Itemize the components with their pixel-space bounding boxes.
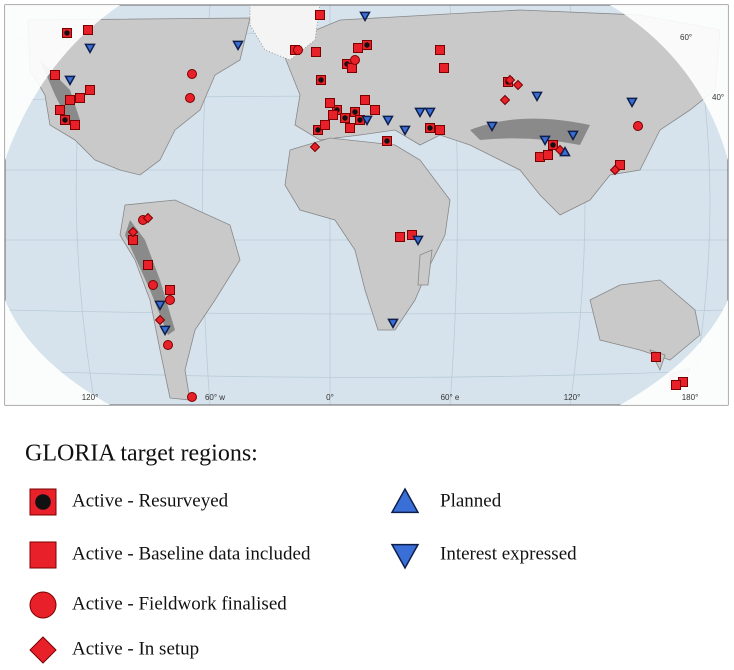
site-marker	[143, 260, 153, 270]
site-marker	[315, 127, 321, 133]
site-marker	[309, 141, 321, 153]
site-marker	[353, 43, 363, 53]
legend-symbol	[390, 487, 420, 514]
site-marker	[352, 109, 358, 115]
site-marker	[187, 392, 197, 402]
site-marker	[55, 105, 65, 115]
site-marker	[615, 160, 625, 170]
site-marker	[127, 226, 139, 238]
site-marker	[361, 115, 373, 127]
site-marker	[387, 318, 399, 330]
grid-label: 60°	[680, 33, 692, 42]
site-marker	[370, 105, 380, 115]
site-marker	[412, 235, 424, 247]
grid-label: 180°	[682, 393, 699, 402]
site-marker	[311, 47, 321, 57]
legend-symbol	[29, 541, 57, 569]
site-marker	[154, 300, 166, 312]
site-marker	[435, 45, 445, 55]
site-markers	[50, 10, 688, 402]
legend-label: Active - Resurveyed	[72, 490, 229, 511]
legend-label: Planned	[440, 490, 502, 511]
grid-label: 120°	[82, 393, 99, 402]
site-marker	[395, 232, 405, 242]
site-marker	[163, 340, 173, 350]
site-marker	[559, 145, 571, 157]
grid-label: 0°	[326, 393, 334, 402]
site-marker	[315, 10, 325, 20]
site-marker	[293, 45, 303, 55]
site-marker	[320, 120, 330, 130]
site-marker	[165, 295, 175, 305]
world-map	[5, 5, 728, 405]
site-marker	[407, 230, 417, 240]
site-marker	[62, 117, 68, 123]
legend-label: Active - Fieldwork finalised	[72, 593, 287, 614]
site-marker	[165, 285, 175, 295]
site-marker	[609, 164, 621, 176]
site-marker	[345, 123, 355, 133]
site-marker	[65, 95, 75, 105]
site-marker	[185, 93, 195, 103]
site-marker	[148, 280, 158, 290]
site-marker	[512, 79, 524, 91]
site-marker	[567, 130, 579, 142]
site-marker	[232, 40, 244, 52]
site-marker	[360, 95, 370, 105]
site-marker	[499, 94, 511, 106]
site-marker	[543, 150, 553, 160]
legend-symbol	[29, 488, 57, 516]
legend-label: Active - In setup	[72, 638, 199, 659]
site-marker	[671, 380, 681, 390]
site-marker	[83, 25, 93, 35]
legend-symbol	[35, 494, 51, 510]
legend-symbol	[29, 636, 57, 664]
site-marker	[427, 125, 433, 131]
site-marker	[70, 120, 80, 130]
site-marker	[328, 110, 338, 120]
site-marker	[154, 314, 166, 326]
site-marker	[531, 91, 543, 103]
site-marker	[318, 77, 324, 83]
site-marker	[75, 93, 85, 103]
site-marker	[384, 138, 390, 144]
site-marker	[85, 85, 95, 95]
site-marker	[64, 30, 70, 36]
site-marker	[50, 70, 60, 80]
site-marker	[350, 55, 360, 65]
site-marker	[64, 75, 76, 87]
legend-title: GLORIA target regions:	[25, 441, 258, 467]
site-marker	[414, 107, 426, 119]
grid-label: 60° w	[205, 393, 225, 402]
site-marker	[486, 121, 498, 133]
site-marker	[382, 115, 394, 127]
site-marker	[651, 352, 661, 362]
site-marker	[142, 212, 154, 224]
site-marker	[424, 107, 436, 119]
site-marker	[539, 135, 551, 147]
site-marker	[159, 325, 171, 337]
site-marker	[359, 11, 371, 23]
site-marker	[187, 69, 197, 79]
legend-symbol	[29, 591, 57, 619]
site-marker	[435, 125, 445, 135]
site-marker	[439, 63, 449, 73]
site-marker	[364, 42, 370, 48]
site-marker	[342, 115, 348, 121]
grid-label: 40°	[712, 93, 724, 102]
site-marker	[84, 43, 96, 55]
legend-label: Active - Baseline data included	[72, 543, 311, 564]
site-marker	[550, 142, 556, 148]
grid-label: 120°	[564, 393, 581, 402]
site-marker	[357, 117, 363, 123]
site-marker	[325, 98, 335, 108]
legend-label: Interest expressed	[440, 543, 577, 564]
site-marker	[626, 97, 638, 109]
site-marker	[504, 74, 516, 86]
site-marker	[399, 125, 411, 137]
grid-label: 60° e	[441, 393, 460, 402]
site-marker	[633, 121, 643, 131]
legend-symbol	[390, 543, 420, 570]
